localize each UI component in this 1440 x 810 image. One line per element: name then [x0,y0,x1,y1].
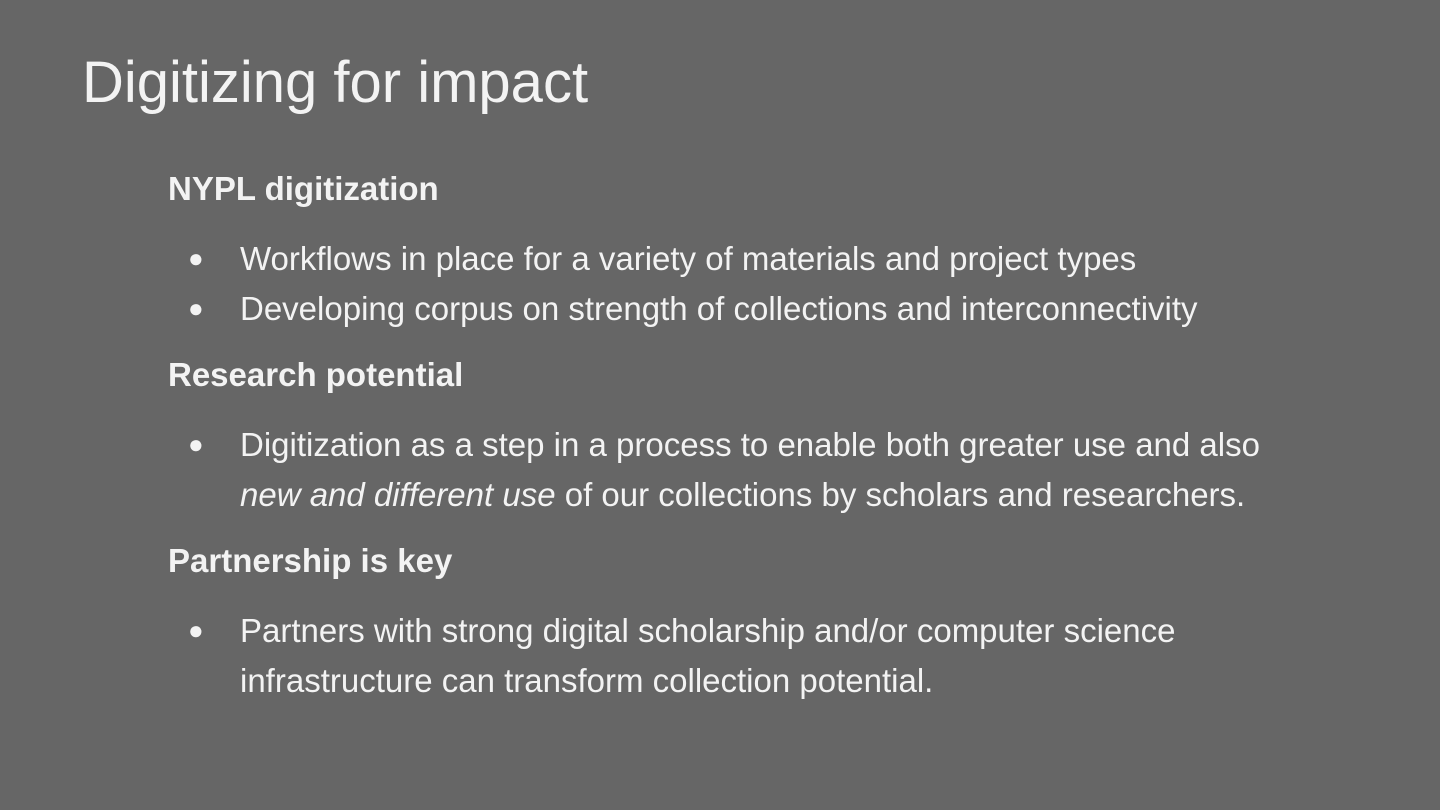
section-heading: Partnership is key [168,542,453,579]
bullet-item: ● Digitization as a step in a process to… [168,420,1318,519]
bullet-icon: ● [188,429,204,459]
bullet-text-before: Digitization as a step in a process to e… [240,426,1260,463]
bullet-text: Partners with strong digital scholarship… [240,612,1176,699]
section-nypl-digitization: NYPL digitization ● Workflows in place f… [168,166,1318,333]
bullet-item: ● Developing corpus on strength of colle… [168,284,1318,334]
bullet-list: ● Digitization as a step in a process to… [168,420,1318,519]
bullet-icon: ● [188,615,204,645]
slide-title: Digitizing for impact [82,50,589,115]
bullet-text: Developing corpus on strength of collect… [240,289,1198,327]
bullet-list: ● Workflows in place for a variety of ma… [168,234,1318,333]
section-heading: NYPL digitization [168,170,439,207]
bullet-icon: ● [188,292,204,323]
bullet-list: ● Partners with strong digital scholarsh… [168,606,1318,705]
bullet-text: Workflows in place for a variety of mate… [240,240,1137,277]
bullet-text-after: of our collections by scholars and resea… [555,475,1246,513]
bullet-item: ● Partners with strong digital scholarsh… [168,606,1318,705]
section-heading: Research potential [168,356,464,393]
slide-body: NYPL digitization ● Workflows in place f… [168,166,1318,724]
bullet-text-emphasis: new and different use [240,475,556,513]
bullet-item: ● Workflows in place for a variety of ma… [168,234,1318,284]
section-partnership-is-key: Partnership is key ● Partners with stron… [168,538,1318,705]
bullet-icon: ● [188,243,204,273]
section-research-potential: Research potential ● Digitization as a s… [168,352,1318,519]
